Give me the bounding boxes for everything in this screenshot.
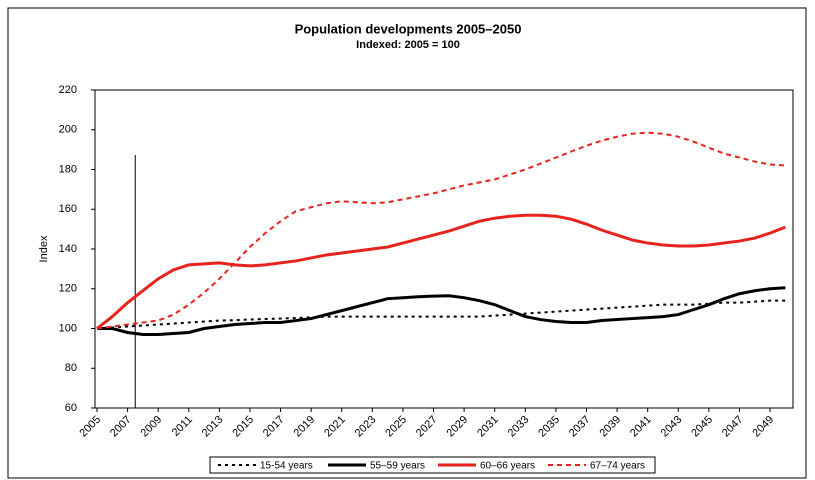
chart-border: [7, 7, 807, 479]
x-tick-label: 2019: [292, 414, 318, 440]
x-tick-label: 2023: [353, 414, 379, 440]
x-tick-label: 2041: [628, 414, 654, 440]
x-tick-label: 2029: [444, 414, 470, 440]
x-tick-label: 2025: [383, 414, 409, 440]
x-tick-label: 2033: [506, 414, 532, 440]
legend-box: [209, 456, 656, 474]
x-tick-label: 2047: [720, 414, 746, 440]
series-line: [96, 131, 786, 330]
x-tick-label: 2045: [689, 414, 715, 440]
x-tick-label: 2049: [750, 414, 776, 440]
x-tick-label: 2027: [414, 414, 440, 440]
x-tick-label: 2039: [597, 414, 623, 440]
y-tick-label: 60: [65, 402, 77, 414]
y-tick-label: 140: [59, 243, 77, 255]
y-tick-label: 220: [59, 84, 77, 96]
chart-title: Population developments 2005–2050: [295, 21, 522, 36]
legend-label: 60–66 years: [480, 461, 535, 472]
legend-label: 55–59 years: [370, 461, 425, 472]
x-tick-label: 2043: [659, 414, 685, 440]
x-tick-label: 2031: [475, 414, 501, 440]
x-tick-label: 2037: [567, 414, 593, 440]
x-tick-label: 2007: [108, 414, 134, 440]
y-tick-label: 160: [59, 203, 77, 215]
y-tick-label: 180: [59, 163, 77, 175]
legend-label: 67–74 years: [590, 461, 645, 472]
x-tick-label: 2005: [77, 414, 103, 440]
series-line: [97, 286, 786, 336]
y-axis-label: Index: [38, 235, 50, 262]
x-tick-label: 2013: [200, 414, 226, 440]
x-tick-label: 2035: [536, 414, 562, 440]
series-line: [96, 213, 786, 330]
x-tick-label: 2021: [322, 414, 348, 440]
y-tick-label: 100: [59, 322, 77, 334]
chart-subtitle: Indexed: 2005 = 100: [356, 39, 460, 51]
legend-label: 15-54 years: [260, 461, 313, 472]
x-tick-label: 2009: [139, 414, 165, 440]
series-line: [96, 299, 786, 330]
x-tick-label: 2015: [230, 414, 256, 440]
y-tick-label: 120: [59, 283, 77, 295]
y-tick-label: 80: [65, 362, 77, 374]
x-tick-label: 2011: [170, 414, 195, 439]
y-tick-label: 200: [59, 124, 77, 136]
x-tick-label: 2017: [261, 414, 287, 440]
plot-area: [94, 89, 794, 409]
